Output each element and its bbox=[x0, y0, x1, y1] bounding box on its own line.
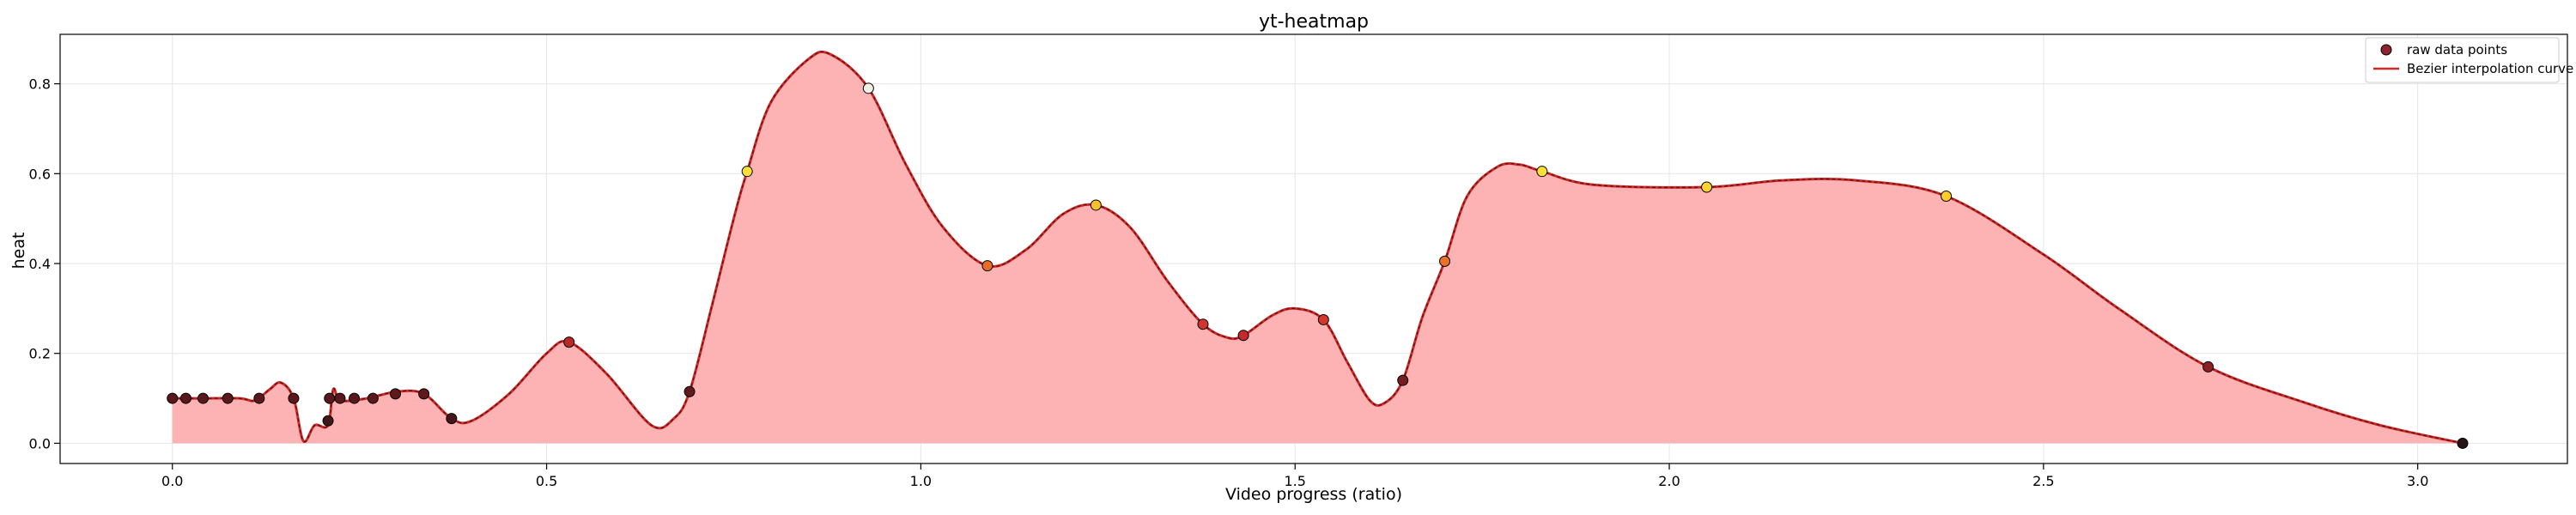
raw-data-point bbox=[981, 260, 993, 272]
raw-data-point bbox=[179, 392, 191, 404]
raw-data-point bbox=[1439, 255, 1451, 267]
y-tick-label: 0.8 bbox=[29, 76, 51, 93]
raw-data-point bbox=[324, 392, 336, 404]
x-tick-label: 0.5 bbox=[536, 473, 557, 489]
y-tick-label: 0.0 bbox=[29, 435, 51, 451]
raw-data-point bbox=[197, 392, 209, 404]
points-layer bbox=[167, 82, 2469, 449]
x-axis: 0.0 0.5 1.0 1.5 2.0 2.5 3.0 bbox=[161, 464, 2428, 489]
plot-frame bbox=[59, 33, 2568, 464]
raw-data-point bbox=[167, 392, 179, 404]
x-tick-label: 0.0 bbox=[161, 473, 183, 489]
x-tick-label: 1.0 bbox=[910, 473, 932, 489]
raw-data-point bbox=[563, 336, 575, 348]
raw-data-point bbox=[862, 82, 874, 94]
heat-area-fill bbox=[172, 52, 2464, 444]
raw-data-point bbox=[1397, 374, 1409, 386]
raw-data-point bbox=[418, 388, 430, 400]
x-tick-label: 2.5 bbox=[2032, 473, 2054, 489]
raw-data-point bbox=[1536, 166, 1548, 178]
x-tick-label: 2.0 bbox=[1658, 473, 1680, 489]
y-axis-label: heat bbox=[9, 233, 28, 270]
raw-data-point bbox=[322, 415, 334, 427]
raw-data-point bbox=[2202, 360, 2215, 373]
legend-label-curve: Bezier interpolation curve bbox=[2407, 61, 2573, 76]
raw-data-point bbox=[334, 392, 346, 404]
legend-label-raw-points: raw data points bbox=[2407, 42, 2507, 58]
legend: raw data points Bezier interpolation cur… bbox=[2365, 37, 2573, 83]
area-fill-layer bbox=[172, 52, 2464, 444]
raw-data-point bbox=[1701, 181, 1713, 193]
y-axis: 0.0 0.2 0.4 0.6 0.8 bbox=[29, 76, 60, 451]
chart-title: yt-heatmap bbox=[1259, 11, 1369, 33]
x-tick-label: 1.5 bbox=[1284, 473, 1305, 489]
raw-data-point bbox=[349, 392, 361, 404]
raw-data-point bbox=[1317, 313, 1329, 325]
raw-data-point bbox=[1237, 330, 1249, 342]
legend-box bbox=[2365, 37, 2560, 83]
raw-data-point bbox=[683, 385, 696, 397]
x-axis-label: Video progress (ratio) bbox=[1225, 485, 1402, 504]
raw-data-point bbox=[367, 392, 379, 404]
raw-data-point bbox=[389, 388, 401, 400]
raw-data-point bbox=[1090, 199, 1102, 211]
y-tick-label: 0.2 bbox=[29, 346, 51, 362]
raw-data-point bbox=[253, 392, 265, 404]
raw-data-point bbox=[288, 392, 300, 404]
x-tick-label: 3.0 bbox=[2407, 473, 2428, 489]
raw-data-point bbox=[2457, 437, 2469, 449]
raw-data-point bbox=[1197, 318, 1209, 330]
raw-data-point bbox=[446, 413, 458, 425]
legend-marker-raw-points bbox=[2380, 44, 2392, 56]
raw-data-point bbox=[1941, 190, 1953, 202]
raw-data-point bbox=[741, 166, 753, 178]
raw-data-point bbox=[222, 392, 234, 404]
y-tick-label: 0.4 bbox=[29, 256, 51, 272]
y-tick-label: 0.6 bbox=[29, 166, 51, 182]
